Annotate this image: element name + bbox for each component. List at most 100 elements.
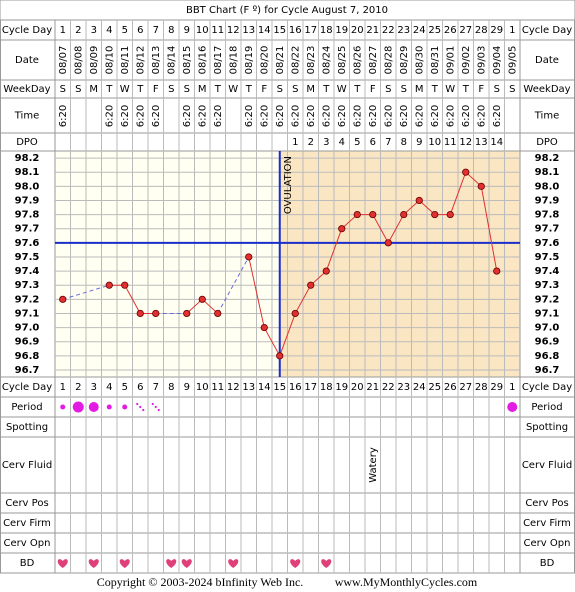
- temperature-point: [431, 210, 439, 219]
- date: 08/15: [182, 46, 193, 75]
- temperature-point: [152, 309, 160, 318]
- row-label: WeekDay: [3, 84, 50, 95]
- date: 08/11: [120, 46, 131, 75]
- cycle-day: 25: [428, 382, 441, 393]
- temperature-point: [322, 267, 330, 275]
- temperature-point: [384, 239, 392, 247]
- weekday: F: [261, 84, 267, 95]
- cycle-day: 19: [335, 25, 348, 36]
- cycle-day: 16: [289, 382, 302, 393]
- row-label: Time: [14, 111, 39, 122]
- time: 6:20: [430, 105, 441, 127]
- y-tick-label: 98.1: [535, 167, 560, 178]
- cycle-day: 24: [413, 25, 426, 36]
- cycle-day: 16: [289, 25, 302, 36]
- cycle-day: 5: [122, 382, 128, 393]
- y-tick-label: 97.7: [535, 224, 560, 235]
- cycle-day: 23: [397, 25, 410, 36]
- y-tick-label: 96.7: [15, 365, 40, 376]
- y-tick-label: 98.0: [15, 181, 40, 192]
- temperature-line: [109, 284, 156, 314]
- y-tick-label: 96.7: [535, 365, 560, 376]
- date: 08/29: [399, 46, 410, 75]
- cycle-day: 19: [335, 382, 348, 393]
- date: 08/08: [73, 46, 84, 75]
- row-label: Cerv Pos: [525, 498, 568, 509]
- date: 09/02: [461, 46, 472, 75]
- pre-ovulation-bg: [55, 151, 280, 377]
- y-tick-label: 97.2: [15, 294, 40, 305]
- gap-connector: [62, 284, 110, 300]
- ovulation-label: OVULATION: [283, 156, 294, 214]
- y-tick-label: 97.8: [535, 210, 560, 221]
- weekday: T: [136, 84, 144, 95]
- row-label: Cerv Firm: [523, 518, 571, 529]
- y-tick-label: 96.8: [15, 351, 40, 362]
- temperature-point: [245, 253, 253, 261]
- weekday: S: [401, 84, 407, 95]
- cycle-day: 17: [304, 25, 317, 36]
- weekday: W: [228, 84, 238, 95]
- y-tick-label: 97.9: [535, 195, 560, 206]
- cycle-day: 18: [320, 25, 333, 36]
- cycle-day: 11: [211, 25, 224, 36]
- weekday: T: [245, 84, 253, 95]
- cycle-day: 2: [75, 25, 81, 36]
- date: 08/18: [228, 46, 239, 75]
- weekday: T: [431, 84, 439, 95]
- temperature-point: [136, 309, 144, 318]
- weekday: M: [306, 84, 315, 95]
- bd-heart: [321, 559, 332, 568]
- cycle-day: 8: [168, 382, 174, 393]
- weekday: S: [494, 84, 500, 95]
- spotting-dot: [151, 402, 154, 406]
- temperature-point: [291, 309, 299, 318]
- cycle-day: 13: [242, 25, 255, 36]
- temperature-point: [493, 267, 501, 275]
- date: 09/03: [476, 46, 487, 75]
- cycle-day: 21: [366, 25, 379, 36]
- spotting-dot: [154, 405, 157, 409]
- gap-connector: [217, 256, 250, 314]
- date: 08/24: [321, 46, 332, 75]
- y-tick-label: 97.6: [535, 238, 560, 249]
- weekday: S: [184, 84, 190, 95]
- time: 6:20: [368, 105, 379, 127]
- date: 08/20: [259, 46, 270, 75]
- time: 6:20: [306, 105, 317, 127]
- row-label: WeekDay: [523, 84, 570, 95]
- cycle-day: 7: [153, 25, 159, 36]
- y-tick-label: 97.3: [535, 280, 560, 291]
- y-tick-label: 97.3: [15, 280, 40, 291]
- dpo: 9: [416, 137, 422, 148]
- cycle-day: 29: [490, 25, 503, 36]
- date: 08/23: [306, 46, 317, 75]
- temperature-point: [446, 210, 454, 219]
- date: 08/09: [89, 46, 100, 75]
- spotting-dot: [142, 408, 145, 412]
- cycle-day: 27: [459, 382, 472, 393]
- cycle-day: 23: [397, 382, 410, 393]
- weekday: W: [337, 84, 347, 95]
- cycle-day: 9: [184, 382, 190, 393]
- cycle-day: 28: [475, 382, 488, 393]
- weekday: T: [353, 84, 361, 95]
- date: 08/28: [383, 46, 394, 75]
- date: 08/16: [197, 46, 208, 75]
- bd-heart: [181, 559, 192, 568]
- site-link: www.MyMonthlyCycles.com: [335, 575, 478, 589]
- date: 08/10: [104, 46, 115, 75]
- bd-heart: [290, 559, 301, 568]
- cycle-day: 6: [137, 382, 143, 393]
- time: 6:20: [182, 105, 193, 127]
- cycle-day: 27: [459, 25, 472, 36]
- dpo: 3: [323, 137, 329, 148]
- time: 6:20: [461, 105, 472, 127]
- weekday: F: [153, 84, 159, 95]
- row-label: Cycle Day: [2, 382, 52, 393]
- bd-heart: [57, 559, 68, 568]
- row-label: Date: [15, 55, 39, 66]
- y-tick-label: 97.7: [15, 224, 40, 235]
